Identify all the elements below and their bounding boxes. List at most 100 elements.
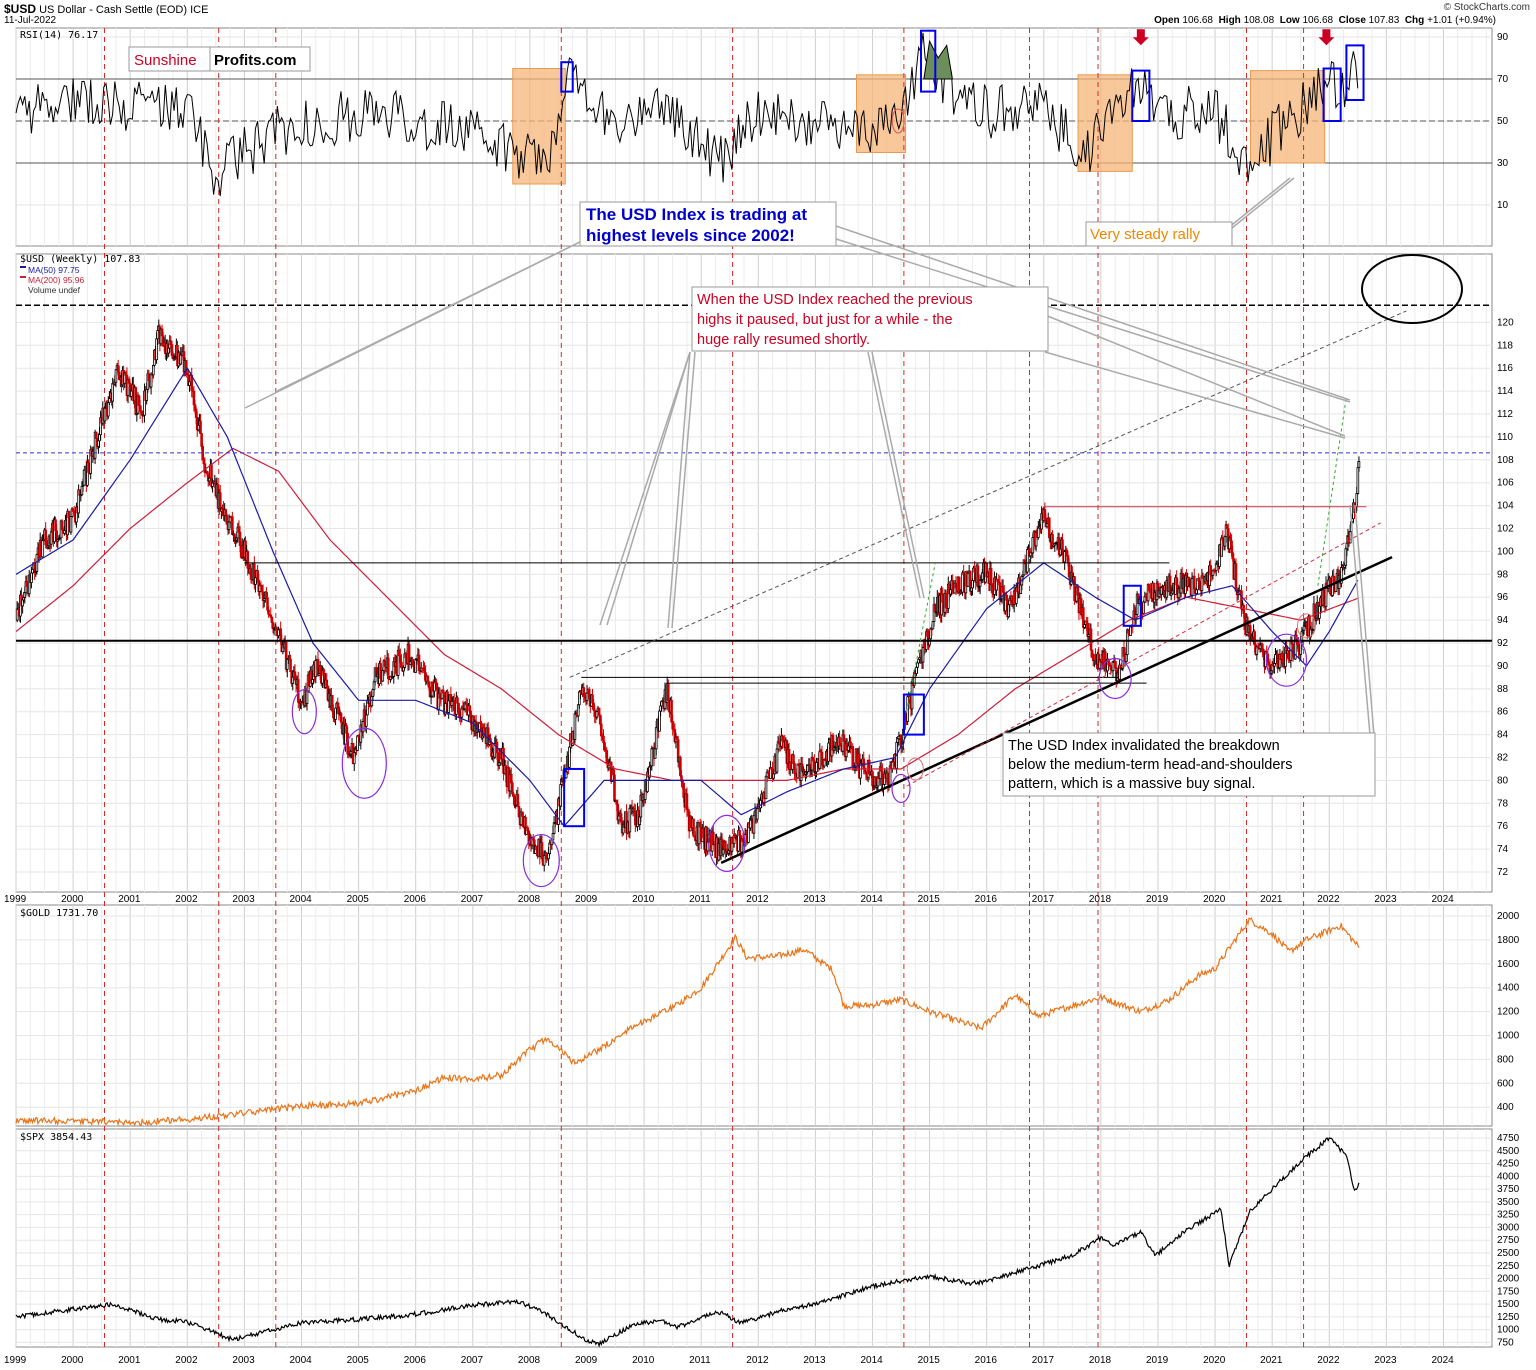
spx-y-tick: 3250	[1497, 1210, 1520, 1221]
callout-line	[832, 237, 1351, 403]
usd-candle-body	[1332, 575, 1336, 583]
usd-blue-box	[902, 693, 925, 736]
high-value: 108.08	[1243, 15, 1275, 26]
small-red-circle	[906, 757, 924, 781]
usd-y-tick: 94	[1497, 615, 1509, 626]
spx-x-tick: 2006	[404, 1355, 427, 1366]
gold-y-tick: 400	[1497, 1102, 1514, 1113]
usd-y-tick: 100	[1497, 546, 1514, 557]
spx-x-tick: 2011	[689, 1355, 711, 1366]
low-circle	[891, 773, 911, 804]
spx-x-tick: 1999	[4, 1355, 27, 1366]
green-dashed-line	[1317, 396, 1347, 586]
usd-x-tick: 2009	[575, 894, 598, 905]
event-lines	[104, 28, 1305, 1347]
usd-candle-body	[1242, 604, 1245, 614]
usd-candle-body	[289, 658, 292, 673]
spx-y-tick: 2250	[1497, 1261, 1520, 1272]
spx-y-tick: 1750	[1497, 1286, 1520, 1297]
usd-candle-body	[1111, 661, 1115, 672]
chg-value: +1.01 (+0.94%)	[1427, 15, 1496, 26]
credit-text: © StockCharts.com	[1443, 2, 1530, 13]
usd-y-tick: 74	[1497, 844, 1509, 855]
usd-x-tick: 2010	[632, 894, 655, 905]
callout-line	[1044, 314, 1346, 437]
usd-x-tick: 2020	[1203, 894, 1226, 905]
low-label: Low	[1279, 15, 1300, 26]
spx-y-tick: 1000	[1497, 1325, 1520, 1336]
rsi-blue-box	[1345, 44, 1365, 101]
usd-candle-body	[867, 759, 871, 775]
instrument-name: US Dollar - Cash Settle (EOD)	[39, 4, 188, 16]
spx-x-tick: 2015	[918, 1355, 941, 1366]
spx-x-tick: 2001	[118, 1355, 141, 1366]
usd-candle-body	[67, 510, 71, 518]
usd-candle-body	[597, 707, 601, 716]
spx-x-tick: 2022	[1317, 1355, 1340, 1366]
high-label: High	[1218, 15, 1241, 26]
usd-candle-body	[827, 742, 830, 762]
chg-label: Chg	[1404, 15, 1425, 26]
usd-candle-body	[456, 697, 459, 704]
spx-x-tick: 2008	[518, 1355, 541, 1366]
usd-candle-body	[147, 373, 151, 382]
usd-candle-body	[271, 622, 275, 630]
spx-x-tick: 2020	[1203, 1355, 1226, 1366]
usd-candle-body	[1073, 576, 1076, 602]
usd-x-tick: 2017	[1032, 894, 1055, 905]
rsi-orange-box	[855, 74, 907, 153]
rsi-blue-box	[920, 29, 937, 93]
paused-text-1: When the USD Index reached the previous	[697, 292, 973, 308]
usd-candle-body	[1089, 628, 1093, 651]
axis-labels: 10 30 50 70 90 72 74 76 78 80 82 84 86 88 90 92 94 96 98 10…	[4, 30, 1520, 1366]
spx-line	[15, 1137, 1360, 1348]
spx-x-tick: 2017	[1032, 1355, 1055, 1366]
usd-y-tick: 108	[1497, 455, 1514, 466]
open-label: Open	[1154, 15, 1180, 26]
usd-y-tick: 110	[1497, 432, 1513, 443]
usd-candle-body	[793, 763, 796, 774]
usd-candle-body	[871, 771, 874, 787]
gold-title: $GOLD 1731.70	[20, 908, 98, 919]
rsi-orange-box	[1077, 74, 1133, 172]
callout-line	[599, 351, 691, 626]
callout-line	[871, 351, 925, 599]
paused-text-2: highs it paused, but just for a while - …	[697, 312, 953, 328]
usd-x-tick: 2002	[175, 894, 198, 905]
invalidated-text-3: pattern, which is a massive buy signal.	[1008, 776, 1255, 792]
spx-y-tick: 3750	[1497, 1184, 1520, 1195]
usd-candle-body	[813, 760, 816, 773]
usd-candle-body	[1357, 461, 1361, 469]
rsi-blue-box	[1322, 67, 1342, 122]
usd-x-tick: 2003	[232, 894, 255, 905]
usd-y-tick: 118	[1497, 340, 1513, 351]
spx-x-tick: 2004	[289, 1355, 312, 1366]
usd-x-tick: 2004	[289, 894, 312, 905]
spx-x-tick: 2003	[232, 1355, 255, 1366]
rsi-y-tick: 10	[1497, 200, 1509, 211]
usd-candle-body	[755, 808, 759, 820]
gold-y-tick: 1600	[1497, 959, 1520, 970]
usd-candle-body	[1142, 601, 1146, 614]
spx-y-tick: 1250	[1497, 1312, 1520, 1323]
uptrend-line	[720, 555, 1393, 864]
usd-x-tick: 2015	[918, 894, 941, 905]
usd-candle-body	[886, 772, 890, 786]
usd-high-box	[579, 201, 837, 247]
exchange-label: ICE	[190, 4, 209, 16]
paused-box	[691, 286, 1049, 352]
usd-x-tick: 2011	[689, 894, 711, 905]
usd-y-tick: 88	[1497, 684, 1509, 695]
gold-y-tick: 1800	[1497, 935, 1520, 946]
rsi-title: RSI(14) 76.17	[20, 30, 98, 41]
usd-candle-body	[41, 540, 44, 558]
usd-y-tick: 106	[1497, 478, 1514, 489]
usd-x-tick: 2005	[347, 894, 370, 905]
spx-x-tick: 2016	[975, 1355, 998, 1366]
gold-y-tick: 800	[1497, 1054, 1514, 1065]
usd-y-tick: 116	[1497, 363, 1513, 374]
chart-date: 11-Jul-2022	[4, 15, 57, 26]
usd-x-tick: 2022	[1317, 894, 1340, 905]
usd-y-tick: 112	[1497, 409, 1513, 420]
rsi-blue-box	[1131, 69, 1151, 122]
